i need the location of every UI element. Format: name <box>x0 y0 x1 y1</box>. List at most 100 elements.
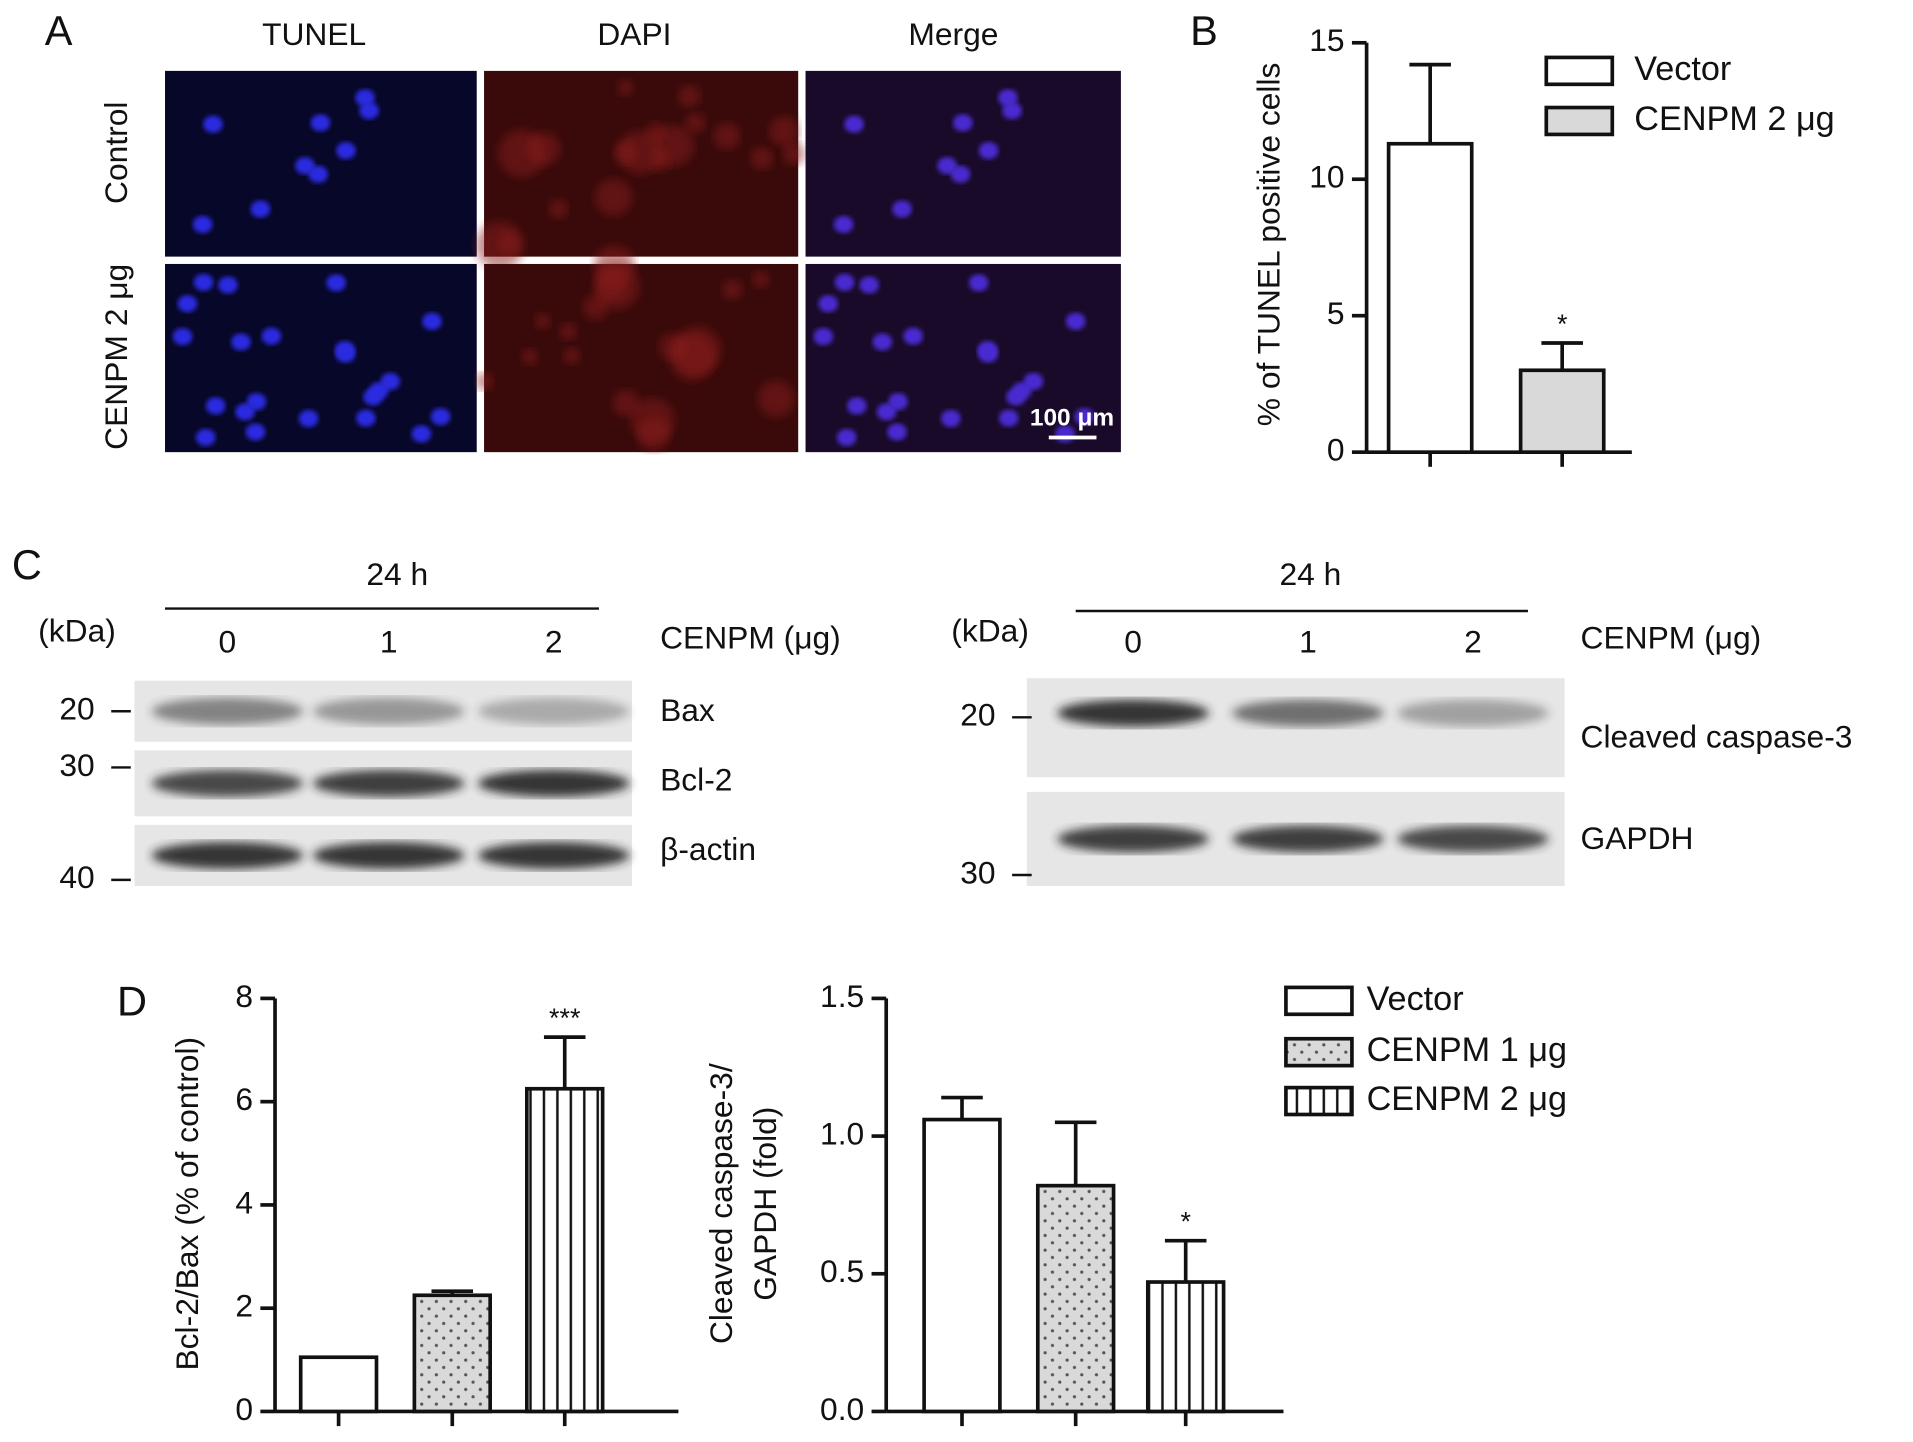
nucleus <box>295 157 315 175</box>
blot-time: 24 h <box>1279 556 1341 592</box>
lane-title: CENPM (μg) <box>660 620 841 656</box>
cell <box>617 79 634 96</box>
nucleus <box>261 327 282 345</box>
y-tick-label: 0.5 <box>820 1253 864 1289</box>
nucleus <box>235 403 255 421</box>
marker-label: 30 <box>59 747 94 783</box>
lane-label: 0 <box>1124 623 1142 659</box>
band-label: GAPDH <box>1581 820 1694 856</box>
nucleus <box>356 409 376 427</box>
y-tick-label: 4 <box>235 1184 253 1220</box>
significance: * <box>1180 1207 1191 1237</box>
cell <box>684 112 706 134</box>
nucleus <box>887 423 907 441</box>
lane-label: 1 <box>380 623 398 659</box>
bar <box>1518 368 1606 454</box>
nucleus <box>310 114 331 132</box>
nucleus <box>359 102 379 120</box>
nucleus <box>1012 382 1032 400</box>
y-tick-label: 0 <box>235 1391 253 1427</box>
panel-label: C <box>12 541 42 588</box>
significance: *** <box>549 1003 581 1033</box>
bar <box>525 1086 605 1414</box>
nucleus <box>336 142 356 160</box>
bar <box>298 1355 379 1414</box>
legend-swatch <box>1284 1036 1354 1068</box>
nucleus <box>872 333 893 351</box>
band <box>1057 825 1209 853</box>
band <box>477 769 630 797</box>
panel-label: D <box>117 977 147 1024</box>
cell <box>613 140 638 165</box>
band <box>1232 699 1384 727</box>
cell <box>713 122 741 150</box>
cell <box>595 178 632 216</box>
nucleus <box>250 200 271 218</box>
cell <box>548 199 569 219</box>
legend-swatch <box>1544 55 1615 87</box>
nucleus <box>1065 312 1086 330</box>
band <box>151 769 304 797</box>
nucleus <box>326 274 346 292</box>
nucleus <box>177 295 198 313</box>
y-tick-label: 0 <box>1327 432 1345 468</box>
band <box>312 769 465 797</box>
bar <box>1035 1183 1116 1414</box>
legend-label: CENPM 2 μg <box>1634 100 1834 138</box>
y-tick-label: 6 <box>235 1081 253 1117</box>
lane-label: 0 <box>219 623 237 659</box>
nucleus <box>834 273 855 291</box>
band <box>1397 825 1549 853</box>
nucleus <box>195 428 216 447</box>
cell <box>673 326 721 375</box>
cell <box>637 418 671 451</box>
band <box>477 841 630 869</box>
nucleus <box>203 115 223 133</box>
nucleus <box>978 142 999 160</box>
marker-label: 30 <box>960 854 995 890</box>
cell <box>521 348 539 366</box>
cell <box>769 116 799 147</box>
significance: * <box>1557 309 1568 339</box>
band <box>477 697 630 725</box>
nucleus <box>335 345 356 363</box>
y-tick-label: 10 <box>1309 159 1344 195</box>
band <box>1232 825 1384 853</box>
y-axis-label: % of TUNEL positive cells <box>1251 63 1287 427</box>
legend-label: CENPM 1 μg <box>1367 1031 1567 1069</box>
column-header: DAPI <box>597 16 671 52</box>
nucleus <box>833 215 854 234</box>
band <box>1397 699 1549 727</box>
cell <box>752 271 770 289</box>
nucleus <box>192 215 213 234</box>
y-axis-label: GAPDH (fold) <box>747 1107 783 1301</box>
nucleus <box>369 382 389 400</box>
band-label: Cleaved caspase-3 <box>1581 719 1853 755</box>
cell <box>750 146 774 170</box>
y-axis-label: Cleaved caspase-3/ <box>703 1063 739 1344</box>
y-tick-label: 1.0 <box>820 1115 864 1151</box>
marker-label: 20 <box>960 697 995 733</box>
nucleus <box>245 423 266 441</box>
cell <box>653 125 694 166</box>
nucleus <box>1074 408 1095 426</box>
nucleus <box>953 114 973 132</box>
band <box>1057 699 1209 727</box>
nucleus <box>903 327 923 345</box>
y-tick-label: 5 <box>1327 295 1345 331</box>
legend-label: CENPM 2 μg <box>1367 1080 1567 1118</box>
nucleus <box>430 408 451 426</box>
nucleus <box>1002 102 1022 120</box>
y-tick-label: 2 <box>235 1288 253 1324</box>
legend-label: Vector <box>1634 50 1731 88</box>
cell <box>782 142 806 165</box>
micrographs <box>165 70 1121 453</box>
nucleus <box>818 295 839 313</box>
band <box>151 697 304 725</box>
marker-label: 40 <box>59 859 94 895</box>
nucleus <box>998 89 1018 107</box>
y-tick-label: 0.0 <box>820 1391 864 1427</box>
blot-unit: (kDa) <box>38 612 116 648</box>
lane-label: 1 <box>1299 623 1317 659</box>
cell <box>563 347 581 365</box>
